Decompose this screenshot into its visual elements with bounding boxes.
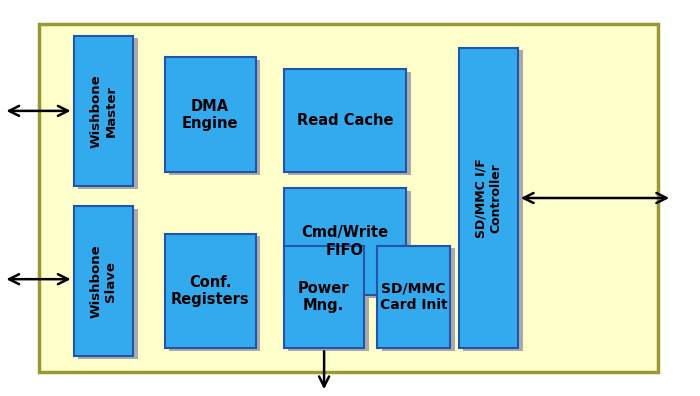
Text: SD/MMC
Card Init: SD/MMC Card Init [379, 282, 447, 312]
FancyBboxPatch shape [463, 50, 523, 351]
FancyBboxPatch shape [164, 234, 256, 348]
FancyBboxPatch shape [284, 69, 406, 172]
FancyBboxPatch shape [284, 188, 406, 295]
FancyBboxPatch shape [78, 38, 138, 189]
FancyBboxPatch shape [288, 248, 369, 351]
Text: SD/MMC I/F
Controller: SD/MMC I/F Controller [475, 158, 503, 238]
Text: Cmd/Write
FIFO: Cmd/Write FIFO [301, 225, 389, 258]
FancyBboxPatch shape [288, 72, 411, 175]
FancyBboxPatch shape [169, 236, 260, 351]
FancyBboxPatch shape [377, 246, 450, 348]
FancyBboxPatch shape [382, 248, 455, 351]
FancyBboxPatch shape [458, 48, 518, 348]
FancyBboxPatch shape [38, 24, 658, 372]
Text: Conf.
Registers: Conf. Registers [171, 275, 249, 307]
Text: Read Cache: Read Cache [297, 113, 393, 128]
FancyBboxPatch shape [288, 191, 411, 298]
Text: Wishbone
Slave: Wishbone Slave [90, 244, 118, 318]
FancyBboxPatch shape [74, 36, 133, 186]
FancyBboxPatch shape [169, 60, 260, 175]
Text: DMA
Engine: DMA Engine [182, 99, 238, 131]
FancyBboxPatch shape [74, 206, 133, 356]
FancyBboxPatch shape [164, 57, 256, 172]
FancyBboxPatch shape [78, 209, 138, 359]
Text: Power
Mng.: Power Mng. [298, 281, 349, 313]
FancyBboxPatch shape [284, 246, 364, 348]
Text: Wishbone
Master: Wishbone Master [90, 74, 118, 148]
